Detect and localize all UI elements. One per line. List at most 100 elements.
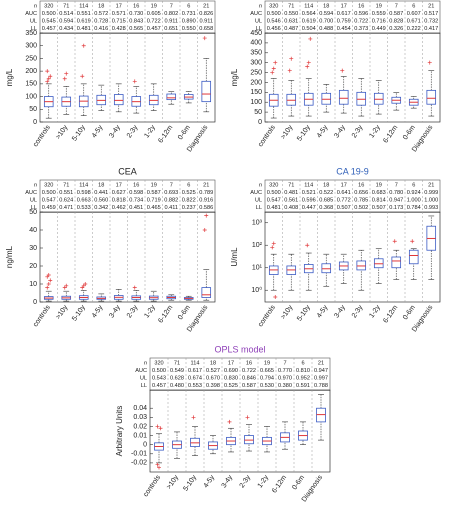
table-cell: 0.598 bbox=[129, 190, 143, 196]
table-cell: 0.997 bbox=[314, 375, 328, 381]
table-cell: 0.728 bbox=[94, 18, 108, 24]
y-axis-label: U/mL bbox=[230, 247, 239, 267]
table-cell: 0.507 bbox=[372, 205, 386, 211]
table-cell: 0.500 bbox=[42, 190, 56, 196]
outlier bbox=[46, 282, 51, 286]
outlier bbox=[62, 76, 67, 81]
table-row-label: UL bbox=[30, 18, 37, 24]
y-tick-label: 0.03 bbox=[133, 414, 147, 421]
y-tick-label: 200 bbox=[250, 79, 262, 86]
table-cell: 0.457 bbox=[147, 26, 161, 32]
y-axis-label: mg/L bbox=[230, 68, 239, 86]
outlier bbox=[227, 419, 232, 424]
outlier bbox=[48, 278, 53, 283]
y-tick-label: 10¹ bbox=[252, 265, 263, 272]
y-tick-label: 350 bbox=[250, 50, 262, 57]
table-cell: 114 bbox=[79, 3, 88, 9]
table-cell: 114 bbox=[304, 3, 313, 9]
y-tick-label: 250 bbox=[250, 69, 262, 76]
x-tick-label: 2-3y bbox=[126, 124, 140, 140]
box bbox=[338, 89, 349, 105]
outlier bbox=[157, 465, 161, 470]
y-tick-label: 0.04 bbox=[133, 405, 147, 412]
table-cell: 0.916 bbox=[199, 197, 213, 203]
outlier bbox=[80, 74, 85, 79]
outlier bbox=[132, 79, 137, 84]
outlier bbox=[132, 285, 137, 290]
y-axis-label: mg/L bbox=[5, 68, 14, 86]
table-cell: 0.719 bbox=[147, 197, 161, 203]
table-cell: 1.000 bbox=[424, 197, 438, 203]
table-cell: 0.441 bbox=[94, 190, 108, 196]
x-tick-label: 4-5y bbox=[91, 304, 105, 320]
outlier bbox=[64, 71, 69, 76]
y-tick-label: 300 bbox=[25, 43, 37, 50]
x-tick-label: 6-12m bbox=[382, 124, 399, 144]
table-cell: 0.846 bbox=[242, 375, 256, 381]
table-cell: 19 bbox=[151, 182, 157, 188]
table-cell: 0.481 bbox=[284, 190, 298, 196]
y-tick-label: 0 bbox=[33, 299, 37, 306]
outlier bbox=[306, 60, 311, 65]
table-cell: 71 bbox=[63, 3, 69, 9]
box bbox=[201, 287, 212, 298]
box bbox=[408, 249, 419, 265]
table-cell: 0.326 bbox=[389, 26, 403, 32]
table-cell: 71 bbox=[174, 360, 180, 366]
box bbox=[113, 94, 124, 106]
table-cell: 0.732 bbox=[424, 18, 438, 24]
table-cell: 0.525 bbox=[182, 190, 196, 196]
table-cell: 0.631 bbox=[284, 18, 298, 24]
outlier bbox=[81, 43, 86, 48]
table-cell: 19 bbox=[376, 182, 382, 188]
y-tick-label: 400 bbox=[250, 40, 262, 47]
table-cell: 0.527 bbox=[206, 368, 220, 374]
table-cell: 6 bbox=[187, 3, 190, 9]
x-tick-label: 4-5y bbox=[203, 474, 217, 490]
box bbox=[391, 256, 402, 269]
table-cell: 0.605 bbox=[147, 11, 161, 17]
table-row-label: UL bbox=[255, 18, 262, 24]
table-cell: 0.598 bbox=[77, 190, 91, 196]
table-cell: 7 bbox=[170, 3, 173, 9]
table-cell: 7 bbox=[170, 182, 173, 188]
table-cell: 0.571 bbox=[112, 11, 126, 17]
x-tick-label: 0-6m bbox=[402, 304, 417, 321]
table-cell: 0.551 bbox=[77, 11, 91, 17]
table-cell: 17 bbox=[116, 182, 122, 188]
table-cell: 0.693 bbox=[164, 190, 178, 196]
table-cell: 0.685 bbox=[319, 197, 333, 203]
table-cell: 0.882 bbox=[164, 197, 178, 203]
table-cell: 0.722 bbox=[242, 368, 256, 374]
outlier bbox=[271, 66, 276, 71]
outlier bbox=[245, 415, 250, 420]
table-cell: 0.525 bbox=[224, 383, 238, 389]
outlier bbox=[83, 282, 88, 286]
table-cell: 21 bbox=[428, 182, 434, 188]
table-cell: 0.546 bbox=[267, 18, 281, 24]
y-tick-label: 10⁰ bbox=[251, 286, 262, 294]
table-row-label: AUC bbox=[135, 368, 147, 374]
x-tick-label: 6-12m bbox=[382, 304, 399, 324]
table-cell: 0.560 bbox=[94, 197, 108, 203]
table-cell: 18 bbox=[210, 360, 216, 366]
table-cell: 0.481 bbox=[77, 26, 91, 32]
table-cell: 0.559 bbox=[372, 11, 386, 17]
table-cell: 71 bbox=[63, 182, 69, 188]
outlier bbox=[46, 273, 51, 277]
x-tick-label: 0-6m bbox=[177, 304, 192, 321]
y-tick-label: 10 bbox=[29, 281, 37, 288]
table-cell: 0.794 bbox=[260, 375, 274, 381]
table-cell: 0.500 bbox=[267, 11, 281, 17]
box bbox=[166, 93, 177, 101]
y-tick-label: 200 bbox=[25, 68, 37, 75]
y-tick-label: 450 bbox=[250, 30, 262, 37]
x-tick-label: 1-2y bbox=[368, 124, 382, 140]
table-row-label: n bbox=[34, 3, 37, 9]
x-tick-label: 4-5y bbox=[91, 124, 105, 140]
box bbox=[201, 80, 212, 103]
outlier bbox=[270, 245, 275, 250]
table-cell: 17 bbox=[341, 3, 347, 9]
table-row-label: UL bbox=[140, 375, 147, 381]
table-cell: 0.784 bbox=[407, 205, 421, 211]
